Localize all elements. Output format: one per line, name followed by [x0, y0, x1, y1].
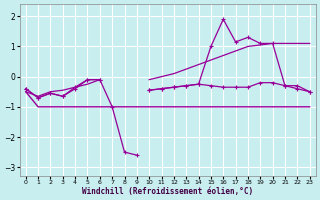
X-axis label: Windchill (Refroidissement éolien,°C): Windchill (Refroidissement éolien,°C)	[82, 187, 253, 196]
